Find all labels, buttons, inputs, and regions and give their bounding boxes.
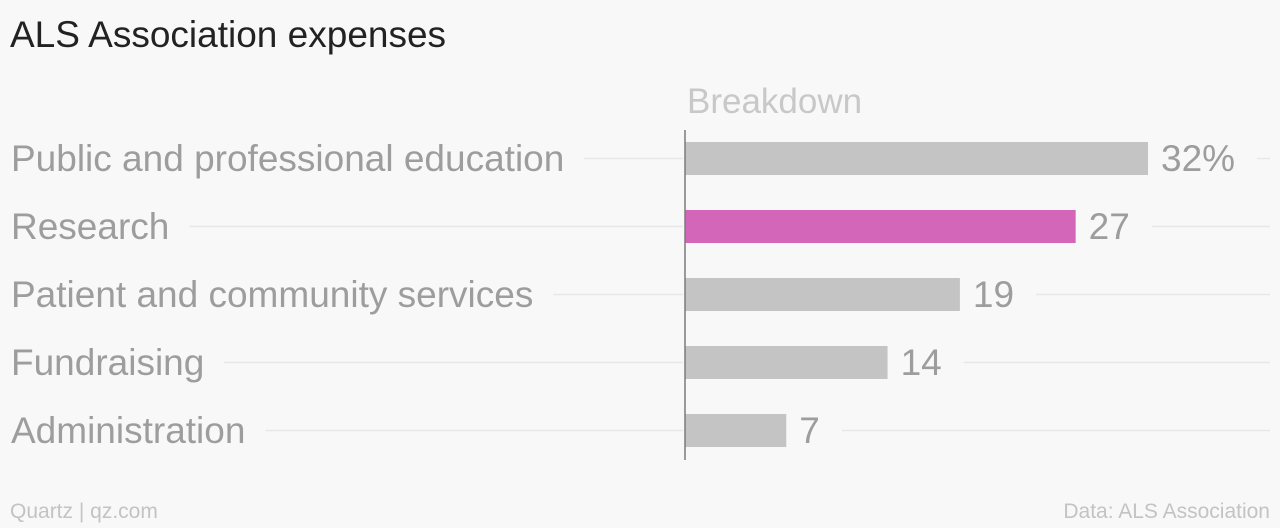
bar [685,142,1148,175]
bar [685,210,1076,243]
value-label: 19 [973,274,1014,315]
value-label: 32% [1161,138,1235,179]
category-label: Administration [11,410,245,451]
value-label: 7 [799,410,820,451]
category-label: Fundraising [11,342,204,383]
value-label: 27 [1089,206,1130,247]
category-label: Research [11,206,169,247]
bar [685,278,960,311]
value-label: 14 [901,342,942,383]
footer-credit: Quartz | qz.com [10,500,158,523]
bar [685,414,787,447]
bar [685,346,888,379]
footer-source: Data: ALS Association [1063,500,1270,523]
category-label: Public and professional education [11,138,564,179]
category-label: Patient and community services [11,274,533,315]
chart-title: ALS Association expenses [10,14,447,55]
series-header: Breakdown [687,82,862,121]
